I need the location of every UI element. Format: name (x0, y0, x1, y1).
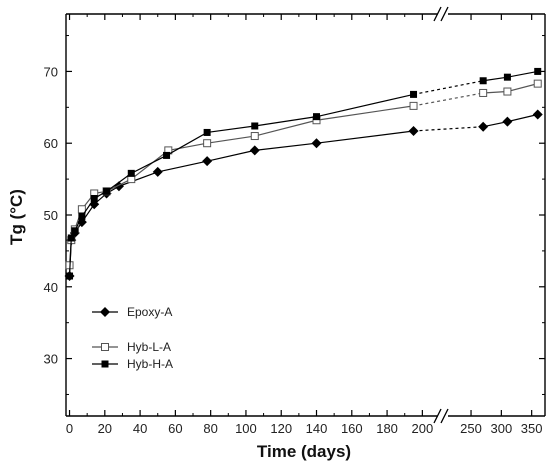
data-point (103, 187, 111, 195)
y-axis-title: Tg (°C) (7, 189, 26, 245)
x-tick-label: 300 (490, 421, 512, 436)
data-point (163, 151, 171, 159)
series-epoxy-a (64, 109, 543, 282)
data-point (90, 194, 98, 202)
data-point (78, 212, 86, 220)
data-point (152, 166, 163, 177)
data-point (532, 109, 543, 120)
x-tick-label: 20 (98, 421, 112, 436)
data-point (502, 116, 513, 127)
series-break-bridge (413, 126, 484, 132)
x-tick-label: 120 (270, 421, 292, 436)
data-point (66, 272, 74, 280)
axis-break-mark (440, 408, 449, 424)
data-point (313, 113, 321, 121)
data-point (479, 77, 487, 85)
x-tick-label: 350 (521, 421, 543, 436)
legend-label: Hyb-H-A (127, 357, 173, 371)
data-point (311, 138, 322, 149)
series-hyb-l-a (65, 79, 542, 270)
legend-entry: Hyb-H-A (92, 357, 173, 371)
legend-entry: Hyb-L-A (92, 340, 171, 354)
data-point (410, 90, 418, 98)
data-point (77, 205, 86, 214)
data-point (203, 139, 212, 148)
x-axis-title: Time (days) (257, 442, 351, 461)
data-point (503, 73, 511, 81)
series-break-bridge (413, 80, 484, 95)
legend-label: Epoxy-A (127, 305, 172, 319)
x-tick-label: 180 (376, 421, 398, 436)
y-tick-label: 30 (44, 352, 58, 367)
axis-break-mark (433, 6, 442, 22)
series-line (68, 130, 414, 277)
y-tick-label: 70 (44, 64, 58, 79)
data-point (409, 101, 418, 110)
data-point (478, 121, 489, 132)
x-tick-label: 160 (341, 421, 363, 436)
series-break-bridge (413, 92, 484, 107)
x-tick-label: 60 (168, 421, 182, 436)
data-point (202, 156, 213, 167)
data-point (127, 169, 135, 177)
y-tick-label: 50 (44, 208, 58, 223)
x-tick-label: 140 (306, 421, 328, 436)
x-tick-label: 100 (235, 421, 257, 436)
data-point (479, 88, 488, 97)
data-point (250, 132, 259, 141)
x-tick-label: 250 (460, 421, 482, 436)
data-point (503, 87, 512, 96)
data-point (533, 79, 542, 88)
legend-label: Hyb-L-A (127, 340, 171, 354)
tick-marks (66, 14, 545, 416)
data-point (534, 67, 542, 75)
series-layer (64, 67, 543, 282)
x-tick-label: 0 (66, 421, 73, 436)
data-point (203, 128, 211, 136)
series-hyb-h-a (66, 67, 542, 280)
data-point (67, 234, 75, 242)
data-point (71, 227, 79, 235)
tick-labels: 30 40 50 60 70 0 20 40 60 80 100 120 140 160 180 200 250… (44, 64, 543, 436)
legend-marker (101, 360, 109, 368)
legend: Epoxy-A Hyb-L-A Hyb-H-A (92, 305, 173, 371)
data-point (249, 145, 260, 156)
data-point (251, 122, 259, 130)
axis-break-mark (433, 408, 442, 424)
data-point (408, 126, 419, 137)
x-tick-label: 80 (203, 421, 217, 436)
legend-entry: Epoxy-A (92, 305, 172, 319)
axis-break-mark (440, 6, 449, 22)
y-tick-label: 40 (44, 280, 58, 295)
x-tick-label: 200 (412, 421, 434, 436)
legend-marker (100, 307, 110, 317)
y-tick-label: 60 (44, 136, 58, 151)
x-tick-label: 40 (133, 421, 147, 436)
legend-marker (101, 343, 109, 351)
